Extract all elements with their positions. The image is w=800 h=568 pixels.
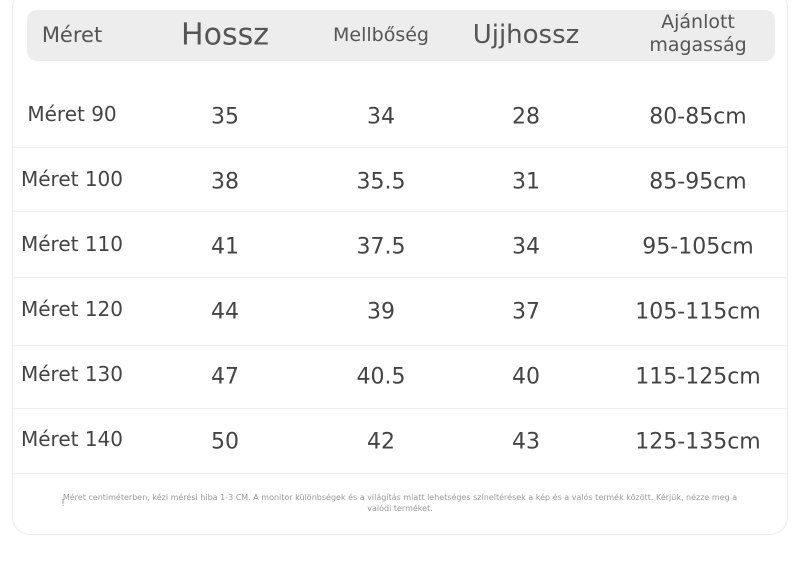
table-cell: 34 [367,104,395,130]
table-cell: 41 [211,234,239,260]
row-size-label: Méret 110 [20,232,124,256]
footnote: Méret centiméterben, kézi mérési hiba 1-… [62,493,738,513]
header-ujjhossz: Ujjhossz [472,20,580,50]
row-divider [14,408,786,409]
row-size-label: Méret 130 [20,362,124,386]
table-cell: 37 [512,299,540,325]
table-cell: 80-85cm [649,104,747,130]
table-cell: 35 [211,104,239,130]
header-ajánlott-magasság: Ajánlott magasság [649,11,747,56]
row-size-label: Méret 100 [20,167,124,191]
header-mellbőség: Mellbőség [333,24,429,46]
row-divider [14,277,786,278]
table-header [27,10,775,61]
table-cell: 95-105cm [642,234,754,260]
row-divider [14,345,786,346]
table-cell: 85-95cm [649,169,747,195]
table-cell: 42 [367,429,395,455]
table-cell: 28 [512,104,540,130]
row-divider [14,147,786,148]
table-cell: 37.5 [356,234,406,260]
table-cell: 31 [512,169,540,195]
size-chart-card [12,0,788,535]
table-cell: 47 [211,364,239,390]
row-divider [14,211,786,212]
table-cell: 50 [211,429,239,455]
row-divider [14,473,786,474]
header-méret: Méret [41,23,103,47]
header-hossz: Hossz [181,17,269,53]
table-cell: 39 [367,299,395,325]
table-cell: 34 [512,234,540,260]
table-cell: 105-115cm [635,299,761,325]
table-cell: 35.5 [356,169,406,195]
row-size-label: Méret 120 [20,297,124,321]
table-cell: 43 [512,429,540,455]
table-cell: 115-125cm [635,364,761,390]
table-cell: 125-135cm [635,429,761,455]
table-cell: 40.5 [356,364,406,390]
table-cell: 44 [211,299,239,325]
table-cell: 40 [512,364,540,390]
row-size-label: Méret 90 [27,102,117,126]
table-cell: 38 [211,169,239,195]
exclamation-icon: ! [61,498,66,509]
row-size-label: Méret 140 [20,427,124,451]
